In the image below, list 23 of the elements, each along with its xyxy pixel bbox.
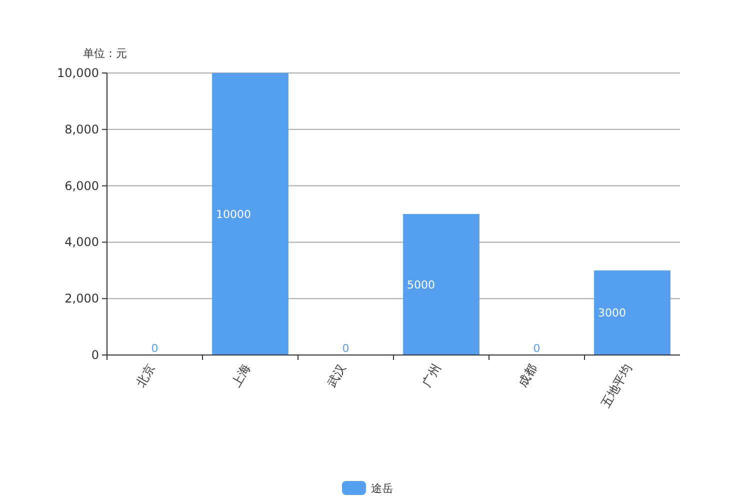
x-tick-label: 上海 (228, 362, 253, 390)
legend-label: 途岳 (371, 482, 393, 495)
data-label: 0 (342, 342, 350, 355)
y-tick-label: 0 (91, 348, 99, 362)
data-label: 10000 (216, 208, 252, 221)
data-label: 5000 (407, 278, 436, 292)
x-tick-label: 五地平均 (598, 362, 635, 410)
bar (594, 270, 670, 355)
x-tick-label: 成都 (515, 362, 540, 390)
x-tick-label: 北京 (133, 362, 158, 390)
data-label: 0 (151, 342, 158, 355)
x-tick-label: 武汉 (324, 362, 348, 390)
y-tick-label: 2,000 (64, 292, 99, 306)
y-axis-title: 单位：元 (83, 47, 127, 60)
data-label: 0 (533, 342, 540, 355)
data-label: 3000 (598, 306, 626, 320)
y-tick-label: 8,000 (64, 122, 99, 136)
bar (212, 73, 288, 355)
x-tick-label: 广州 (420, 362, 444, 390)
y-tick-label: 10,000 (57, 66, 99, 80)
y-tick-label: 6,000 (64, 178, 99, 193)
bar (403, 214, 480, 355)
y-tick-label: 4,000 (64, 235, 99, 250)
